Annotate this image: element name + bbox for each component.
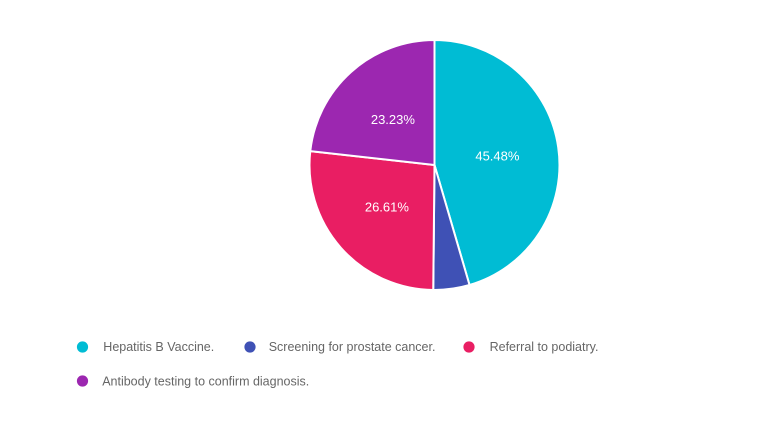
svg-text:Hepatitis B Vaccine.: Hepatitis B Vaccine. <box>103 340 214 354</box>
svg-text:Referral to podiatry.: Referral to podiatry. <box>490 340 599 354</box>
svg-text:23.23%: 23.23% <box>371 112 416 127</box>
svg-text:45.48%: 45.48% <box>475 149 520 164</box>
svg-text:Screening for prostate cancer.: Screening for prostate cancer. <box>269 340 436 354</box>
svg-text:26.61%: 26.61% <box>365 200 410 215</box>
svg-text:Antibody testing to confirm di: Antibody testing to confirm diagnosis. <box>102 374 309 388</box>
